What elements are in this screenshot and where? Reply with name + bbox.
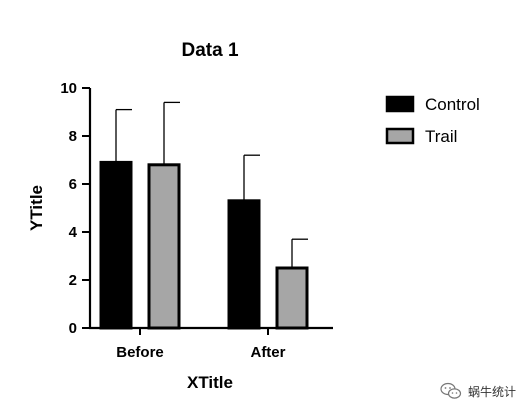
chart-title: Data 1 (181, 40, 238, 61)
bar-trail-after (275, 266, 309, 330)
x-tick-label-before: Before (116, 344, 164, 361)
bar-trail-before (147, 163, 181, 330)
watermark: 蜗牛统计 (440, 382, 516, 400)
y-tick-label: 10 (60, 80, 77, 97)
x-tick-label-after: After (250, 344, 285, 361)
watermark-text: 蜗牛统计 (467, 384, 516, 399)
bar-control-before (99, 160, 133, 330)
legend: Control Trail (385, 95, 480, 146)
bar-control-after (227, 199, 261, 330)
y-axis-title: YTitle (27, 185, 46, 231)
wechat-icon (440, 382, 462, 399)
y-tick-label: 0 (69, 320, 77, 337)
plot-area: Before After 0 2 4 6 8 10 (60, 80, 333, 361)
y-tick-label: 2 (69, 272, 77, 289)
legend-swatch-trail (385, 127, 415, 145)
x-axis-title: XTitle (187, 373, 233, 392)
y-tick-label: 6 (69, 176, 77, 193)
y-tick-label: 4 (69, 224, 78, 241)
legend-label-trail: Trail (425, 127, 457, 146)
legend-label-control: Control (425, 95, 480, 114)
y-tick-label: 8 (69, 128, 77, 145)
legend-swatch-control (385, 95, 415, 113)
